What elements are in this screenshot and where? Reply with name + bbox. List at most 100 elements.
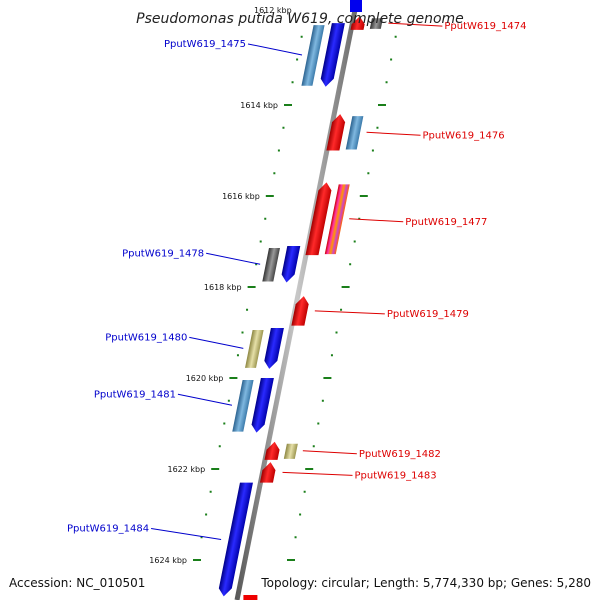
scale-tick [335, 331, 338, 334]
gene-annotation-bar [232, 380, 254, 432]
gene-arrow-forward [264, 327, 284, 369]
gene-annotation-bar [345, 116, 364, 150]
genome-backbone [234, 0, 360, 600]
gene-arrow-reverse [259, 462, 276, 483]
scale-tick [294, 536, 297, 539]
scale-tick [218, 445, 221, 448]
gene-arrow-reverse [350, 16, 365, 30]
scale-tick [367, 172, 370, 175]
scale-tick [330, 354, 333, 357]
gene-label-leader [388, 22, 443, 27]
scale-major-tick [323, 377, 332, 379]
gene-label: PputW619_1475 [164, 39, 246, 50]
scale-tick [394, 35, 397, 38]
scale-tick [358, 217, 361, 220]
scale-tick [255, 263, 258, 266]
scale-major-tick [284, 104, 292, 106]
scale-major-tick [247, 286, 256, 288]
gene-arrow-forward [320, 23, 345, 87]
gene-arrow-reverse [264, 441, 280, 460]
scale-tick [376, 126, 379, 129]
scale-label: 1614 kbp [240, 101, 278, 110]
gene-label-leader [282, 471, 353, 476]
gene-label: PputW619_1478 [122, 248, 204, 259]
scale-tick [371, 149, 374, 152]
gene-label: PputW619_1480 [105, 332, 187, 343]
scale-tick [291, 81, 294, 84]
scale-tick [340, 308, 343, 311]
scale-tick [317, 422, 320, 425]
scale-major-tick [229, 377, 238, 379]
gene-label: PputW619_1479 [387, 309, 469, 320]
scale-major-tick [193, 559, 201, 561]
scale-tick [277, 149, 280, 152]
scale-tick [259, 240, 262, 243]
gene-label-leader [247, 43, 303, 56]
gene-arrow-forward [251, 378, 274, 433]
gene-labels: PputW619_1475 PputW619_1474 PputW619_1476 P… [67, 21, 526, 541]
map-title: Pseudomonas putida W619, complete genome [136, 11, 464, 27]
gene-label: PputW619_1483 [355, 470, 437, 481]
scale-ticks [193, 35, 397, 561]
scale-tick [296, 58, 299, 61]
gene-label: PputW619_1482 [359, 449, 441, 460]
scale-tick [205, 513, 208, 516]
gene-label-leader [206, 252, 261, 265]
gene-features [218, 0, 383, 600]
scale-major-tick [305, 468, 314, 470]
scale-major-tick [341, 286, 350, 288]
scale-tick [246, 308, 249, 311]
gene-label-leader [302, 450, 357, 455]
scale-major-tick [265, 195, 274, 197]
scale-label: 1618 kbp [204, 283, 242, 292]
scale-tick [303, 490, 306, 493]
scale-major-tick [287, 559, 295, 561]
gene-label-leader [151, 528, 222, 541]
gene-label-leader [349, 218, 404, 223]
scale-labels: 1614 kbp 1616 kbp 1618 kbp 1620 kbp 1622 kbp… [149, 101, 278, 565]
scale-tick [241, 331, 244, 334]
gene-label-leader [177, 393, 233, 406]
scale-tick [282, 126, 285, 129]
scale-tick [321, 399, 324, 402]
scale-tick [200, 536, 203, 539]
gene-arrow-reverse-cut [243, 595, 258, 600]
scale-tick [227, 399, 230, 402]
gene-arrow-reverse [326, 114, 346, 151]
gene-label-leader [314, 310, 385, 315]
gene-arrow-forward [218, 482, 253, 597]
gene-label-leader [366, 131, 421, 136]
gene-label: PputW619_1477 [405, 217, 487, 228]
gene-arrow-forward-cut [350, 0, 362, 12]
gene-arrow-reverse [291, 296, 309, 326]
top-cut-label: 1612 kbp [254, 6, 292, 15]
accession-label: Accession: NC_010501 [9, 576, 145, 590]
gene-label: PputW619_1481 [94, 389, 176, 400]
gene-annotation-bar [301, 25, 325, 86]
scale-label: 1616 kbp [222, 192, 260, 201]
gene-label-leader [189, 336, 244, 349]
scale-tick [236, 354, 239, 357]
scale-major-tick [359, 195, 368, 197]
gene-arrow-reverse [305, 182, 332, 256]
scale-tick [353, 240, 356, 243]
gene-annotation-bar [245, 329, 264, 368]
gene-arrow-forward [281, 246, 301, 283]
scale-tick [264, 217, 267, 220]
scale-tick [349, 263, 352, 266]
scale-tick [390, 58, 393, 61]
gene-label: PputW619_1476 [423, 130, 505, 141]
scale-tick [209, 490, 212, 493]
gene-annotation-bar [324, 184, 350, 255]
gene-annotation-bar [262, 248, 280, 282]
gene-annotation-bar [283, 443, 298, 459]
scale-label: 1624 kbp [149, 556, 187, 565]
scale-tick [312, 445, 315, 448]
scale-label: 1620 kbp [186, 374, 224, 383]
scale-tick [300, 35, 303, 38]
scale-tick [223, 422, 226, 425]
scale-tick [385, 81, 388, 84]
scale-major-tick [211, 468, 220, 470]
scale-label: 1622 kbp [167, 465, 205, 474]
